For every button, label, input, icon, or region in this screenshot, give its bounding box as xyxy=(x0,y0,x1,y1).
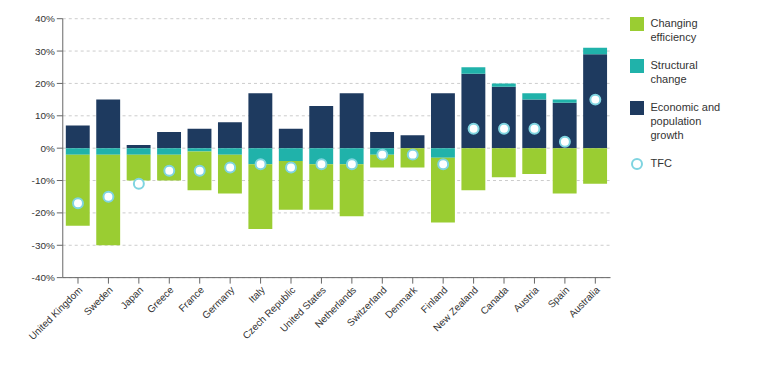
svg-text:Japan: Japan xyxy=(118,284,145,311)
svg-text:10%: 10% xyxy=(35,110,55,121)
svg-text:United States: United States xyxy=(277,284,328,335)
svg-text:-30%: -30% xyxy=(32,240,55,251)
svg-text:New Zealand: New Zealand xyxy=(431,284,480,333)
svg-text:Czech Republic: Czech Republic xyxy=(240,284,297,341)
svg-text:Finland: Finland xyxy=(418,284,450,316)
html-text:Economic and: Economic and xyxy=(650,101,721,113)
svg-text:Canada: Canada xyxy=(478,284,511,317)
svg-text:Spain: Spain xyxy=(546,284,572,310)
svg-text:Austria: Austria xyxy=(511,284,541,314)
svg-text:Germany: Germany xyxy=(200,284,237,321)
html-text:growth: growth xyxy=(650,129,684,141)
svg-text:Australia: Australia xyxy=(567,284,602,319)
svg-text:Netherlands: Netherlands xyxy=(312,284,359,330)
svg-text:Sweden: Sweden xyxy=(82,284,115,317)
svg-text:-20%: -20% xyxy=(32,207,55,218)
html-text:Structural: Structural xyxy=(650,59,698,71)
html-text:Changing: Changing xyxy=(650,17,698,29)
svg-text:30%: 30% xyxy=(35,46,55,57)
svg-text:-10%: -10% xyxy=(32,175,55,186)
svg-text:Greece: Greece xyxy=(145,284,176,315)
svg-text:0%: 0% xyxy=(40,143,55,154)
svg-text:France: France xyxy=(176,284,206,314)
svg-text:-40%: -40% xyxy=(32,272,55,283)
html-text:TFC: TFC xyxy=(650,157,672,169)
html-text:change: change xyxy=(650,73,687,85)
svg-text:United Kingdom: United Kingdom xyxy=(27,284,85,342)
html-text:population: population xyxy=(650,115,702,127)
svg-text:Italy: Italy xyxy=(246,284,267,305)
svg-text:20%: 20% xyxy=(35,78,55,89)
html-text:efficiency: efficiency xyxy=(650,31,697,43)
svg-text:Denmark: Denmark xyxy=(383,284,419,320)
svg-text:40%: 40% xyxy=(35,13,55,24)
svg-text:Switzerland: Switzerland xyxy=(345,284,389,328)
